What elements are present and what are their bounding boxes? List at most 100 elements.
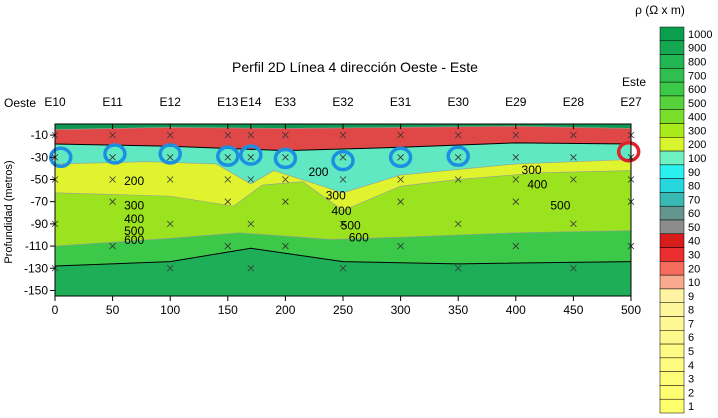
colorbar-label: 1 [688, 401, 694, 413]
highlight-circle [388, 146, 413, 169]
colorbar-swatch [659, 330, 685, 345]
colorbar-swatch [659, 26, 685, 42]
y-tick-label: -90 [31, 217, 49, 231]
electrode-label: E29 [505, 95, 527, 109]
measurement-marker [454, 264, 462, 272]
measurement-marker [282, 198, 289, 205]
contour-label: 400 [124, 212, 144, 226]
y-tick-label: -10 [31, 128, 49, 142]
contour-label: 500 [550, 198, 570, 212]
y-tick-label: -50 [31, 172, 49, 186]
measurement-marker [339, 264, 347, 272]
electrode-label: E31 [390, 95, 412, 109]
measurement-marker [454, 176, 462, 183]
measurement-marker [512, 131, 520, 139]
resistivity-layers [55, 124, 631, 296]
contour-label: 500 [124, 224, 144, 238]
colorbar-label: 100 [688, 153, 706, 165]
highlight-circle [331, 149, 355, 172]
measurement-marker [109, 176, 116, 183]
contour-line [55, 230, 631, 247]
y-tick-label: -70 [31, 195, 49, 209]
colorbar-label: 70 [688, 194, 700, 206]
contour-label: 300 [522, 163, 542, 177]
measurement-marker [224, 154, 232, 161]
x-tick-label: 300 [391, 303, 411, 317]
colorbar-label: 80 [688, 181, 700, 193]
measurement-marker [570, 176, 577, 183]
x-tick-label: 500 [621, 303, 641, 317]
colorbar-swatch [659, 40, 685, 55]
contour-line [55, 170, 631, 211]
colorbar-swatch [659, 150, 685, 166]
colorbar-label: 5 [688, 346, 694, 358]
contour-label: 200 [308, 165, 328, 179]
contour-label: 300 [124, 198, 144, 212]
colorbar-label: 1000 [688, 29, 712, 41]
x-tick-label: 450 [563, 303, 583, 317]
colorbar-swatch [659, 178, 685, 193]
measurement-marker [247, 131, 255, 139]
colorbar-label: 60 [688, 208, 700, 220]
colorbar-label: 500 [688, 98, 706, 110]
x-axis: 0 50 100 150 200 250 300 350 400 450 500 [52, 296, 641, 317]
measurement-marker [339, 176, 347, 183]
measurement-marker [282, 131, 289, 139]
measurement-marker [454, 220, 462, 228]
measurement-marker [397, 154, 404, 161]
electrode-label: E10 [44, 95, 66, 109]
measurement-marker [339, 154, 347, 161]
measurement-marker [166, 131, 174, 139]
measurement-marker [397, 176, 404, 183]
measurement-marker [282, 176, 289, 183]
x-tick-label: 200 [275, 303, 295, 317]
electrode-label: E27 [620, 95, 642, 109]
measurement-marker [570, 131, 577, 139]
highlight-circle [616, 140, 641, 163]
colorbar-swatch [659, 261, 685, 276]
x-tick-label: 0 [52, 303, 59, 317]
contour-label: 600 [124, 233, 144, 247]
measurement-marker [454, 154, 462, 161]
highlight-circle [239, 144, 263, 166]
measurement-marker [109, 242, 116, 250]
measurement-marker [166, 220, 174, 228]
colorbar-label: 700 [688, 70, 706, 82]
colorbar-label: 8 [688, 305, 694, 317]
colorbar-swatch [659, 164, 685, 179]
colorbar-label: 50 [688, 222, 700, 234]
electrode-label: E11 [102, 95, 123, 109]
measurement-marker [109, 198, 116, 205]
contour-label: 400 [331, 204, 351, 218]
measurement-marker [339, 220, 347, 228]
colorbar-swatch [659, 219, 685, 235]
colorbar-label: 900 [688, 43, 706, 55]
measurement-marker [224, 242, 232, 250]
measurement-marker [512, 176, 520, 183]
colorbar-label: 10 [688, 277, 700, 289]
electrode-label: E30 [448, 95, 470, 109]
x-tick-label: 100 [160, 303, 180, 317]
electrode-label: E12 [160, 95, 182, 109]
contour-label: 500 [341, 218, 361, 232]
measurement-marker [512, 242, 520, 250]
measurement-marker [109, 131, 116, 139]
electrode-label: E33 [275, 95, 297, 109]
y-axis-label: Profundidad (metros) [3, 160, 15, 263]
measurement-marker [166, 176, 174, 183]
colorbar-title: ρ (Ω x m) [635, 3, 685, 17]
measurement-marker [166, 264, 174, 272]
colorbar-swatch [659, 316, 685, 331]
electrode-labels: E10 E11 E12 E13 E14 E33 E32 E31 E30 E29 E28 E27 [44, 95, 642, 129]
colorbar-label: 9 [688, 291, 694, 303]
colorbar-label: 4 [688, 360, 694, 372]
x-tick-label: 50 [106, 303, 120, 317]
measurement-marker [397, 198, 404, 205]
east-direction-label: Este [622, 75, 646, 89]
colorbar-label: 3 [688, 374, 694, 386]
colorbar-swatch [659, 288, 685, 303]
colorbar-label: 40 [688, 236, 700, 248]
